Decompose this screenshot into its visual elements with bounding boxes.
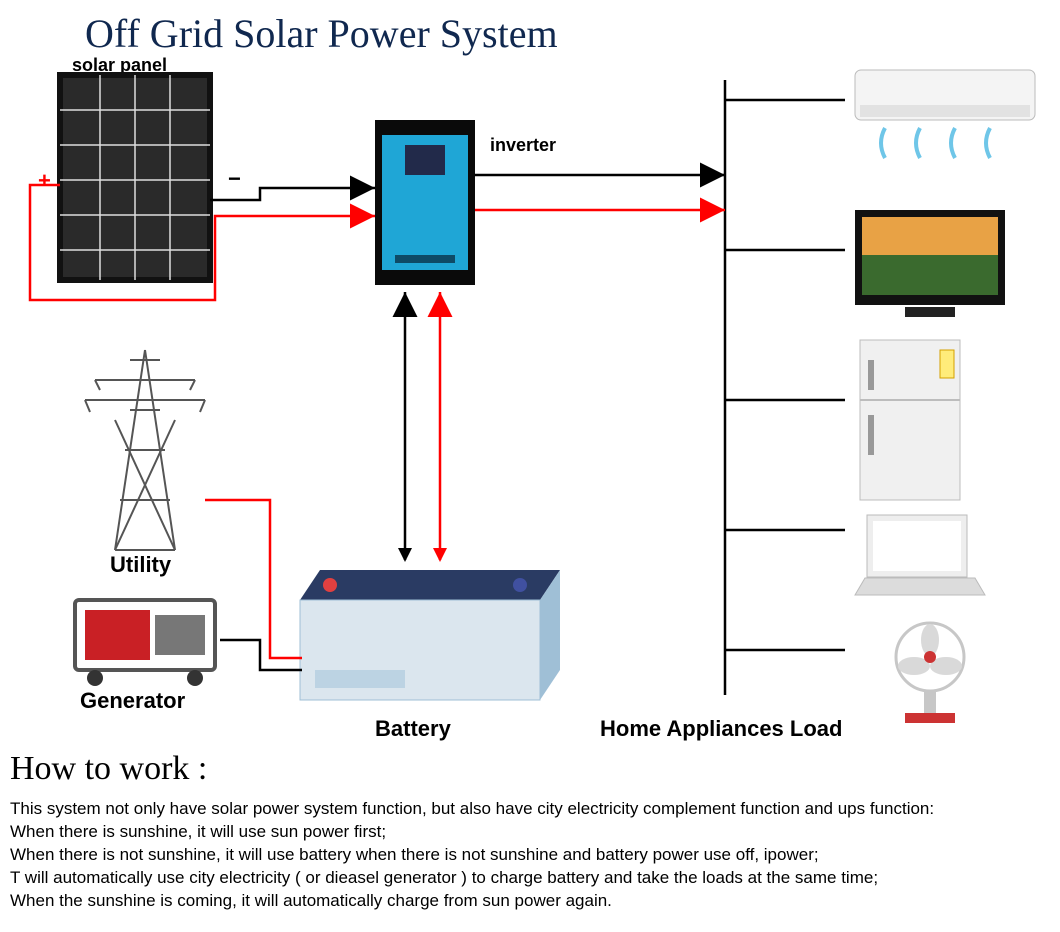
how-line-3: T will automatically use city electricit… [10,867,1050,890]
utility-tower-icon [85,350,205,550]
battery-icon [300,570,560,700]
how-line-0: This system not only have solar power sy… [10,798,1050,821]
fan-icon [896,623,964,723]
how-line-2: When there is not sunshine, it will use … [10,844,1050,867]
tv-icon [855,210,1005,317]
arrow-batt-black-down [398,548,412,562]
system-diagram [0,0,1060,760]
wire-utility-batt [205,500,302,658]
laptop-icon [855,515,985,595]
how-line-4: When the sunshine is coming, it will aut… [10,890,1050,913]
wire-gen-batt [220,640,302,670]
how-line-1: When there is sunshine, it will use sun … [10,821,1050,844]
how-to-work-title: How to work : [10,750,207,788]
how-to-work-body: This system not only have solar power sy… [10,798,1050,913]
generator-icon [75,600,215,686]
inverter-icon [375,120,475,285]
air-conditioner-icon [855,70,1035,158]
solar-panel-icon [60,75,210,280]
load-bus [725,80,845,695]
wire-panel-neg [210,188,375,200]
fridge-icon [860,340,960,500]
arrow-batt-red-down [433,548,447,562]
